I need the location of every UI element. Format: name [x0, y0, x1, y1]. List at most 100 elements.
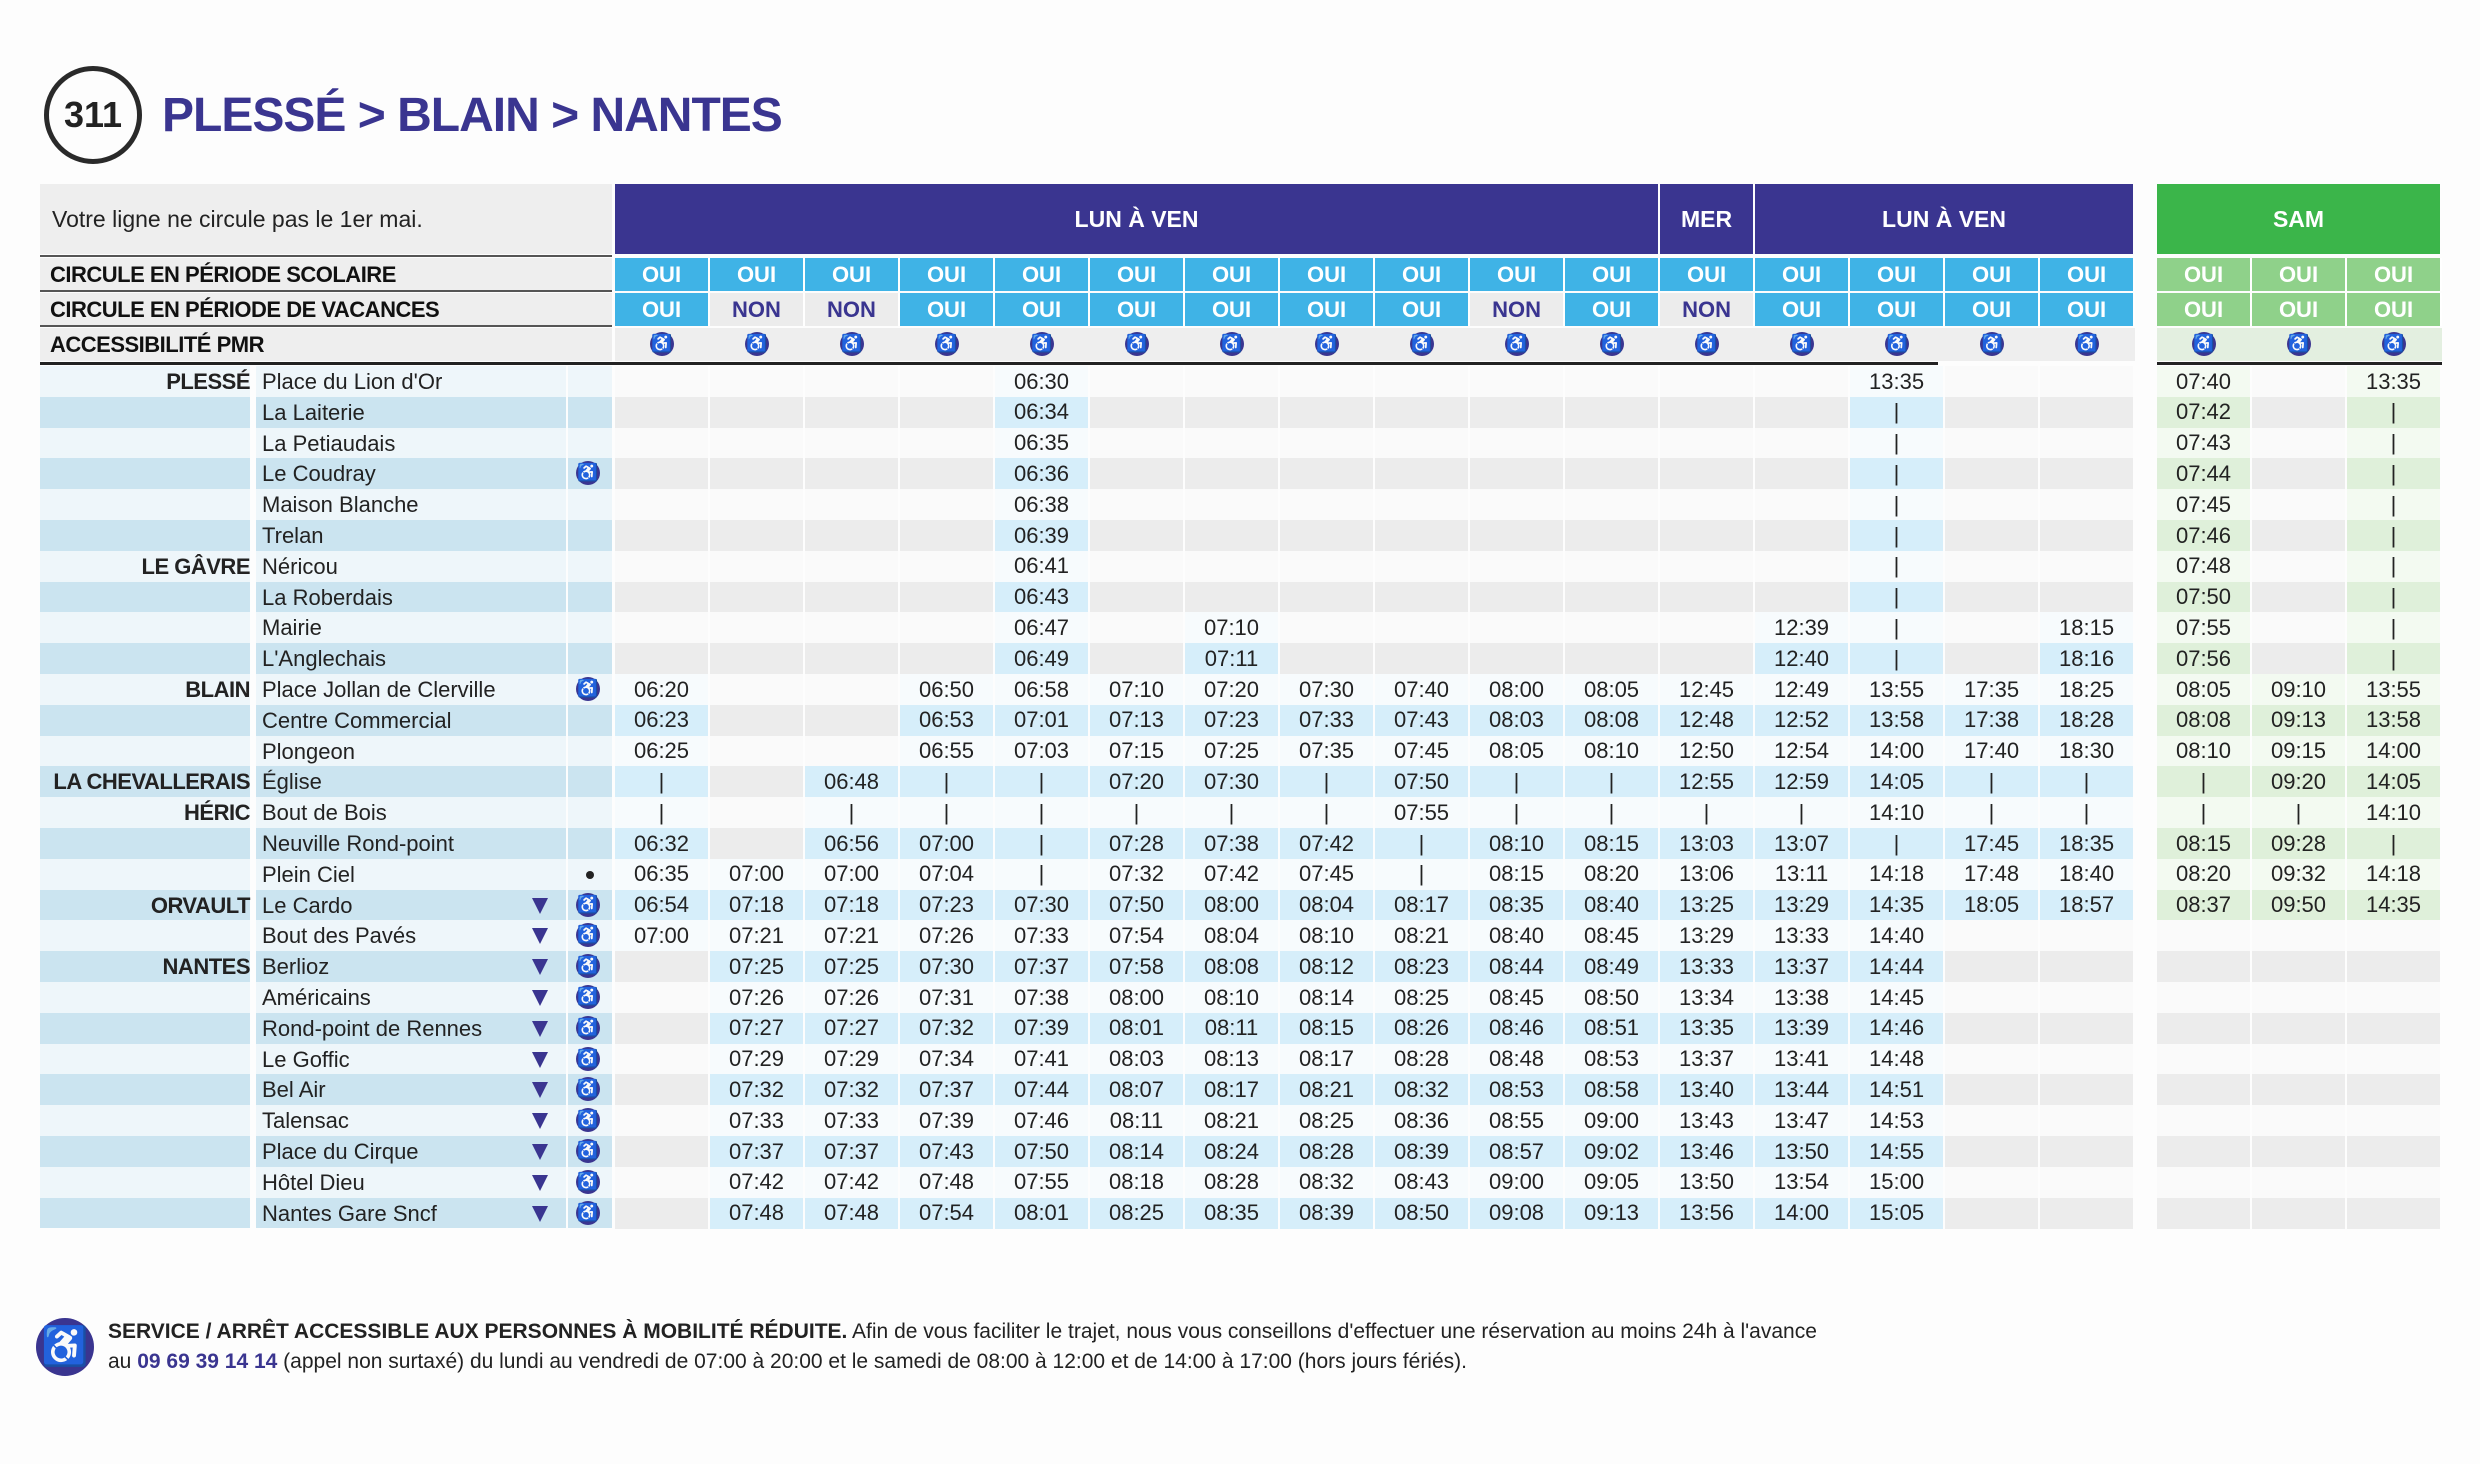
time-cell [710, 766, 805, 798]
time-cell [2040, 982, 2136, 1013]
time-cell: 08:50 [1565, 982, 1661, 1013]
time-cell [1090, 458, 1185, 490]
time-cell: 07:27 [805, 1012, 900, 1044]
time-cell: 13:46 [1660, 1136, 1756, 1167]
time-cell: 12:48 [1660, 704, 1756, 736]
commune-bg [40, 458, 250, 490]
footer-bold: SERVICE / ARRÊT ACCESSIBLE AUX PERSONNES… [108, 1320, 848, 1343]
time-cell: 07:50 [2157, 581, 2252, 613]
time-cell [1090, 396, 1185, 428]
time-cell: | [1280, 766, 1376, 798]
marker-bg [568, 828, 612, 859]
time-cell: 09:08 [1470, 1197, 1566, 1229]
divider [40, 255, 612, 257]
time-cell [900, 581, 995, 613]
time-cell: 08:10 [1185, 982, 1280, 1013]
time-cell: 07:43 [2157, 427, 2252, 459]
time-cell [615, 458, 710, 490]
time-cell: 14:35 [1850, 889, 1946, 921]
time-cell [2157, 1043, 2252, 1075]
stop-bg [256, 396, 566, 428]
time-cell: 06:48 [805, 766, 900, 798]
notice-text: Votre ligne ne circule pas le 1er mai. [52, 206, 423, 232]
commune-bg [40, 1074, 250, 1106]
time-cell: 08:11 [1090, 1105, 1185, 1137]
time-cell: 08:48 [1470, 1043, 1566, 1075]
time-cell: 13:33 [1755, 920, 1851, 952]
marker-bg [568, 366, 612, 397]
time-cell: 07:37 [805, 1136, 900, 1167]
time-cell: 08:21 [1185, 1105, 1280, 1137]
time-cell [615, 1074, 710, 1106]
time-cell: 07:26 [900, 920, 995, 952]
time-cell: 14:55 [1850, 1136, 1946, 1167]
stop-name: Église [262, 769, 322, 795]
time-cell: 07:39 [900, 1105, 995, 1137]
time-cell: 09:00 [1470, 1166, 1566, 1198]
time-cell [1375, 458, 1471, 490]
vacances-flag: OUI [1280, 293, 1376, 326]
time-cell: 08:55 [1470, 1105, 1566, 1137]
time-cell [1945, 1136, 2041, 1167]
time-cell: 08:46 [1470, 1012, 1566, 1044]
time-cell [2252, 1136, 2347, 1167]
commune-bg [40, 1043, 250, 1075]
time-cell: 06:23 [615, 704, 710, 736]
time-cell: 07:54 [900, 1197, 995, 1229]
vacances-flag: NON [710, 293, 805, 326]
time-cell [710, 704, 805, 736]
time-cell: 08:36 [1375, 1105, 1471, 1137]
direction-triangle-icon [532, 1051, 548, 1068]
vacances-flag: OUI [1850, 293, 1946, 326]
time-cell [900, 612, 995, 644]
stop-bg [256, 1012, 566, 1044]
time-cell [2040, 427, 2136, 459]
route-title: PLESSÉ > BLAIN > NANTES [162, 89, 783, 142]
time-cell [2040, 366, 2136, 397]
stop-name: Place du Cirque [262, 1139, 419, 1164]
wheelchair-icon: ♿ [2382, 332, 2406, 356]
time-cell [1470, 489, 1566, 521]
time-cell [2252, 982, 2347, 1013]
time-cell [900, 520, 995, 551]
time-cell: 14:35 [2347, 889, 2442, 921]
direction-triangle-icon [532, 1174, 548, 1191]
time-cell [710, 797, 805, 829]
time-cell [2347, 1043, 2442, 1075]
time-cell: 07:26 [805, 982, 900, 1013]
time-cell [1280, 520, 1376, 551]
stop-bg [256, 735, 566, 767]
marker-bg [568, 643, 612, 674]
marker-bg [568, 581, 612, 613]
phone-number[interactable]: 09 69 39 14 14 [137, 1350, 278, 1373]
stop-name: Hôtel Dieu [262, 1169, 365, 1195]
vacances-flag: OUI [615, 293, 710, 326]
scolaire-flag: OUI [2040, 258, 2136, 291]
time-cell [615, 643, 710, 675]
time-cell: 07:55 [1375, 797, 1471, 829]
time-cell: 07:20 [1185, 674, 1280, 705]
time-cell [1470, 643, 1566, 675]
wheelchair-icon: ♿ [576, 1169, 600, 1194]
time-cell [1945, 982, 2041, 1013]
stop-bg [256, 674, 566, 705]
wheelchair-icon: ♿ [576, 1139, 600, 1163]
time-cell: 14:45 [1850, 982, 1946, 1013]
commune-name: BLAIN [185, 677, 250, 702]
commune-name: NANTES [162, 954, 251, 980]
time-cell: 06:20 [615, 674, 710, 705]
time-cell: 13:06 [1660, 858, 1756, 890]
stop-name: Plein Ciel [262, 861, 355, 887]
time-cell [805, 520, 900, 551]
scolaire-flag: OUI [1565, 258, 1661, 291]
time-cell: | [1850, 458, 1946, 490]
time-cell [2040, 396, 2136, 428]
time-cell [615, 366, 710, 397]
time-cell [1565, 581, 1661, 613]
wheelchair-icon: ♿ [2075, 332, 2100, 356]
time-cell [2347, 951, 2442, 983]
wheelchair-icon: ♿ [1885, 332, 1910, 356]
time-cell: 15:05 [1850, 1197, 1946, 1229]
time-cell [1375, 581, 1471, 613]
wheelchair-icon: ♿ [576, 923, 600, 948]
